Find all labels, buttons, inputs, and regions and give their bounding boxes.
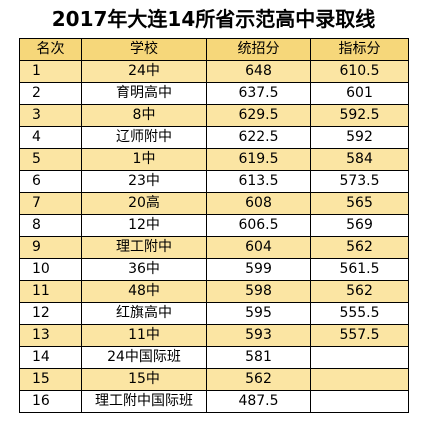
rank-cell: 13: [19, 324, 82, 347]
school-cell: 24中: [81, 60, 207, 83]
table-row: 4 辽师附中 622.5 592: [19, 126, 409, 149]
zhibiao-score-cell: 601: [310, 82, 409, 105]
tongzhao-score-cell: 606.5: [206, 214, 311, 237]
zhibiao-score-cell: 561.5: [310, 258, 409, 281]
school-cell: 11中: [81, 324, 207, 347]
rank-cell: 1: [19, 60, 82, 83]
table-row: 7 20高 608 565: [19, 192, 409, 215]
zhibiao-score-cell: 610.5: [310, 60, 409, 83]
zhibiao-score-cell: [310, 346, 409, 369]
table-row: 3 8中 629.5 592.5: [19, 104, 409, 127]
school-cell: 理工附中国际班: [81, 390, 207, 413]
rank-cell: 7: [19, 192, 82, 215]
school-cell: 12中: [81, 214, 207, 237]
tongzhao-score-cell: 613.5: [206, 170, 311, 193]
tongzhao-score-cell: 487.5: [206, 390, 311, 413]
rank-cell: 11: [19, 280, 82, 303]
tongzhao-score-cell: 648: [206, 60, 311, 83]
zhibiao-score-cell: 562: [310, 236, 409, 259]
school-cell: 育明高中: [81, 82, 207, 105]
rank-cell: 9: [19, 236, 82, 259]
rank-cell: 3: [19, 104, 82, 127]
rank-cell: 15: [19, 368, 82, 391]
rank-cell: 4: [19, 126, 82, 149]
zhibiao-score-cell: 562: [310, 280, 409, 303]
table-row: 5 1中 619.5 584: [19, 148, 409, 171]
tongzhao-score-cell: 622.5: [206, 126, 311, 149]
zhibiao-score-cell: 557.5: [310, 324, 409, 347]
header-school: 学校: [81, 38, 207, 61]
header-zhibiao-score: 指标分: [310, 38, 409, 61]
rank-cell: 16: [19, 390, 82, 413]
zhibiao-score-cell: [310, 390, 409, 413]
school-cell: 辽师附中: [81, 126, 207, 149]
zhibiao-score-cell: [310, 368, 409, 391]
table-row: 11 48中 598 562: [19, 280, 409, 303]
tongzhao-score-cell: 629.5: [206, 104, 311, 127]
tongzhao-score-cell: 619.5: [206, 148, 311, 171]
tongzhao-score-cell: 599: [206, 258, 311, 281]
rank-cell: 2: [19, 82, 82, 105]
tongzhao-score-cell: 562: [206, 368, 311, 391]
table-row: 1 24中 648 610.5: [19, 60, 409, 83]
school-cell: 15中: [81, 368, 207, 391]
zhibiao-score-cell: 573.5: [310, 170, 409, 193]
zhibiao-score-cell: 565: [310, 192, 409, 215]
zhibiao-score-cell: 569: [310, 214, 409, 237]
tongzhao-score-cell: 598: [206, 280, 311, 303]
tongzhao-score-cell: 604: [206, 236, 311, 259]
rank-cell: 12: [19, 302, 82, 325]
header-tongzhao-score: 统招分: [206, 38, 311, 61]
school-cell: 23中: [81, 170, 207, 193]
admission-score-table: 名次 学校 统招分 指标分 1 24中 648 610.5 2 育明高中 637.5 601 3…: [19, 38, 409, 413]
school-cell: 理工附中: [81, 236, 207, 259]
school-cell: 红旗高中: [81, 302, 207, 325]
rank-cell: 8: [19, 214, 82, 237]
header-row: 名次 学校 统招分 指标分: [19, 38, 409, 61]
tongzhao-score-cell: 581: [206, 346, 311, 369]
zhibiao-score-cell: 592.5: [310, 104, 409, 127]
tongzhao-score-cell: 637.5: [206, 82, 311, 105]
zhibiao-score-cell: 555.5: [310, 302, 409, 325]
rank-cell: 10: [19, 258, 82, 281]
tongzhao-score-cell: 608: [206, 192, 311, 215]
school-cell: 20高: [81, 192, 207, 215]
school-cell: 24中国际班: [81, 346, 207, 369]
table-header: 名次 学校 统招分 指标分: [19, 38, 409, 61]
table-row: 13 11中 593 557.5: [19, 324, 409, 347]
rank-cell: 6: [19, 170, 82, 193]
rank-cell: 14: [19, 346, 82, 369]
table-row: 15 15中 562: [19, 368, 409, 391]
table-row: 9 理工附中 604 562: [19, 236, 409, 259]
table-row: 10 36中 599 561.5: [19, 258, 409, 281]
school-cell: 8中: [81, 104, 207, 127]
tongzhao-score-cell: 595: [206, 302, 311, 325]
page-title: 2017年大连14所省示范高中录取线: [51, 7, 376, 31]
table-row: 12 红旗高中 595 555.5: [19, 302, 409, 325]
table-row: 8 12中 606.5 569: [19, 214, 409, 237]
rank-cell: 5: [19, 148, 82, 171]
zhibiao-score-cell: 592: [310, 126, 409, 149]
table-row: 16 理工附中国际班 487.5: [19, 390, 409, 413]
school-cell: 36中: [81, 258, 207, 281]
table-row: 6 23中 613.5 573.5: [19, 170, 409, 193]
tongzhao-score-cell: 593: [206, 324, 311, 347]
table-row: 2 育明高中 637.5 601: [19, 82, 409, 105]
table-body: 1 24中 648 610.5 2 育明高中 637.5 601 3 8中 629.5 592.5 4 辽…: [19, 60, 409, 413]
zhibiao-score-cell: 584: [310, 148, 409, 171]
school-cell: 1中: [81, 148, 207, 171]
school-cell: 48中: [81, 280, 207, 303]
table-row: 14 24中国际班 581: [19, 346, 409, 369]
header-rank: 名次: [19, 38, 82, 61]
